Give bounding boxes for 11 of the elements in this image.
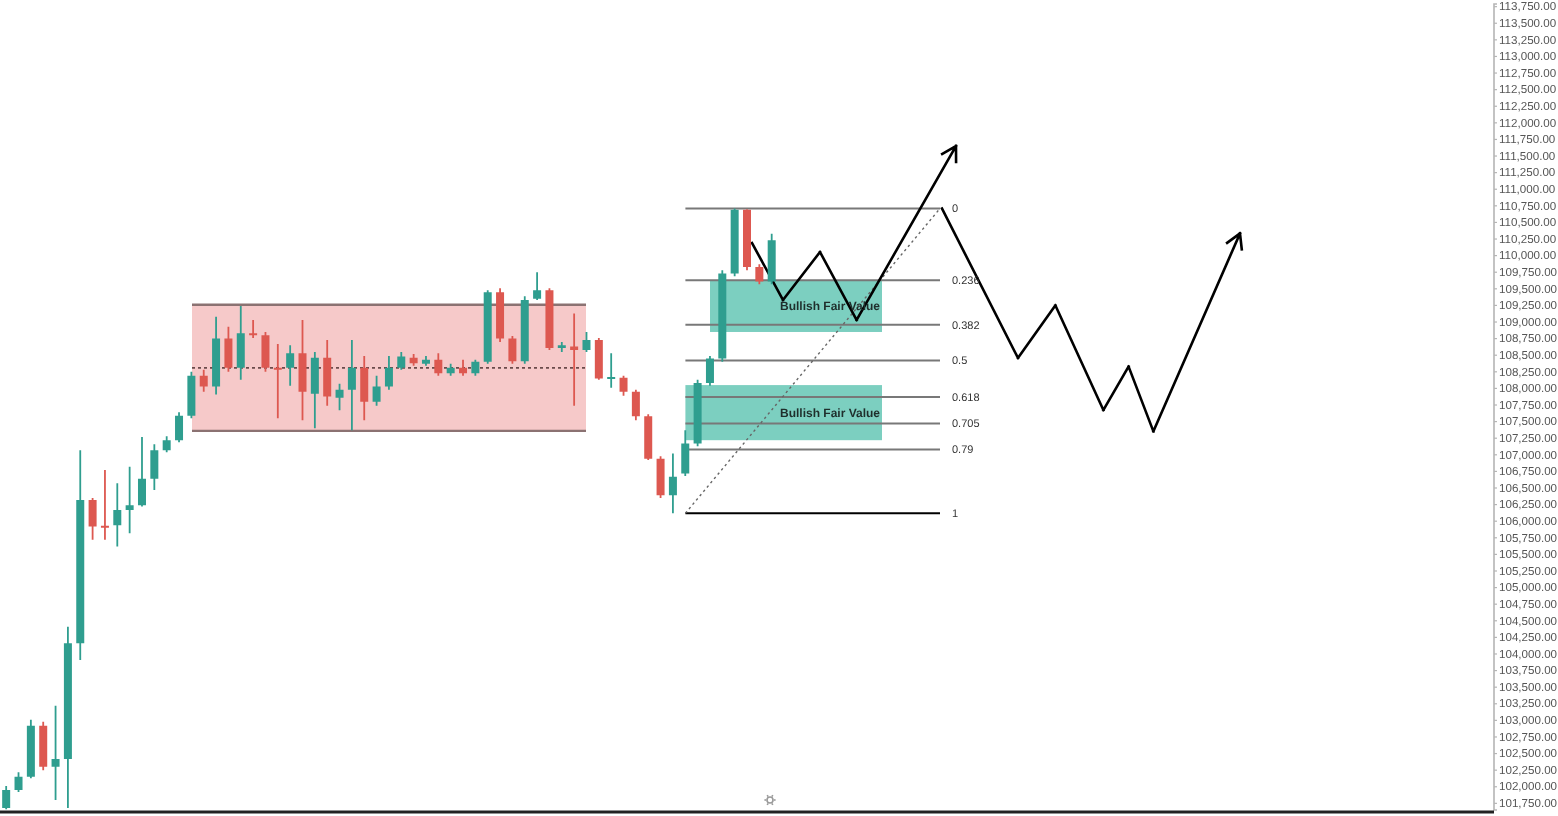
- candlestick: [125, 466, 134, 534]
- candlestick: [273, 343, 282, 419]
- candlestick: [570, 313, 579, 406]
- candlestick: [533, 272, 542, 301]
- candlestick: [100, 470, 109, 540]
- candlestick: [557, 341, 566, 352]
- candlestick: [113, 483, 122, 547]
- candlestick: [249, 320, 258, 338]
- candlestick: [607, 353, 616, 388]
- candlestick: [286, 345, 295, 386]
- candlestick: [347, 339, 356, 431]
